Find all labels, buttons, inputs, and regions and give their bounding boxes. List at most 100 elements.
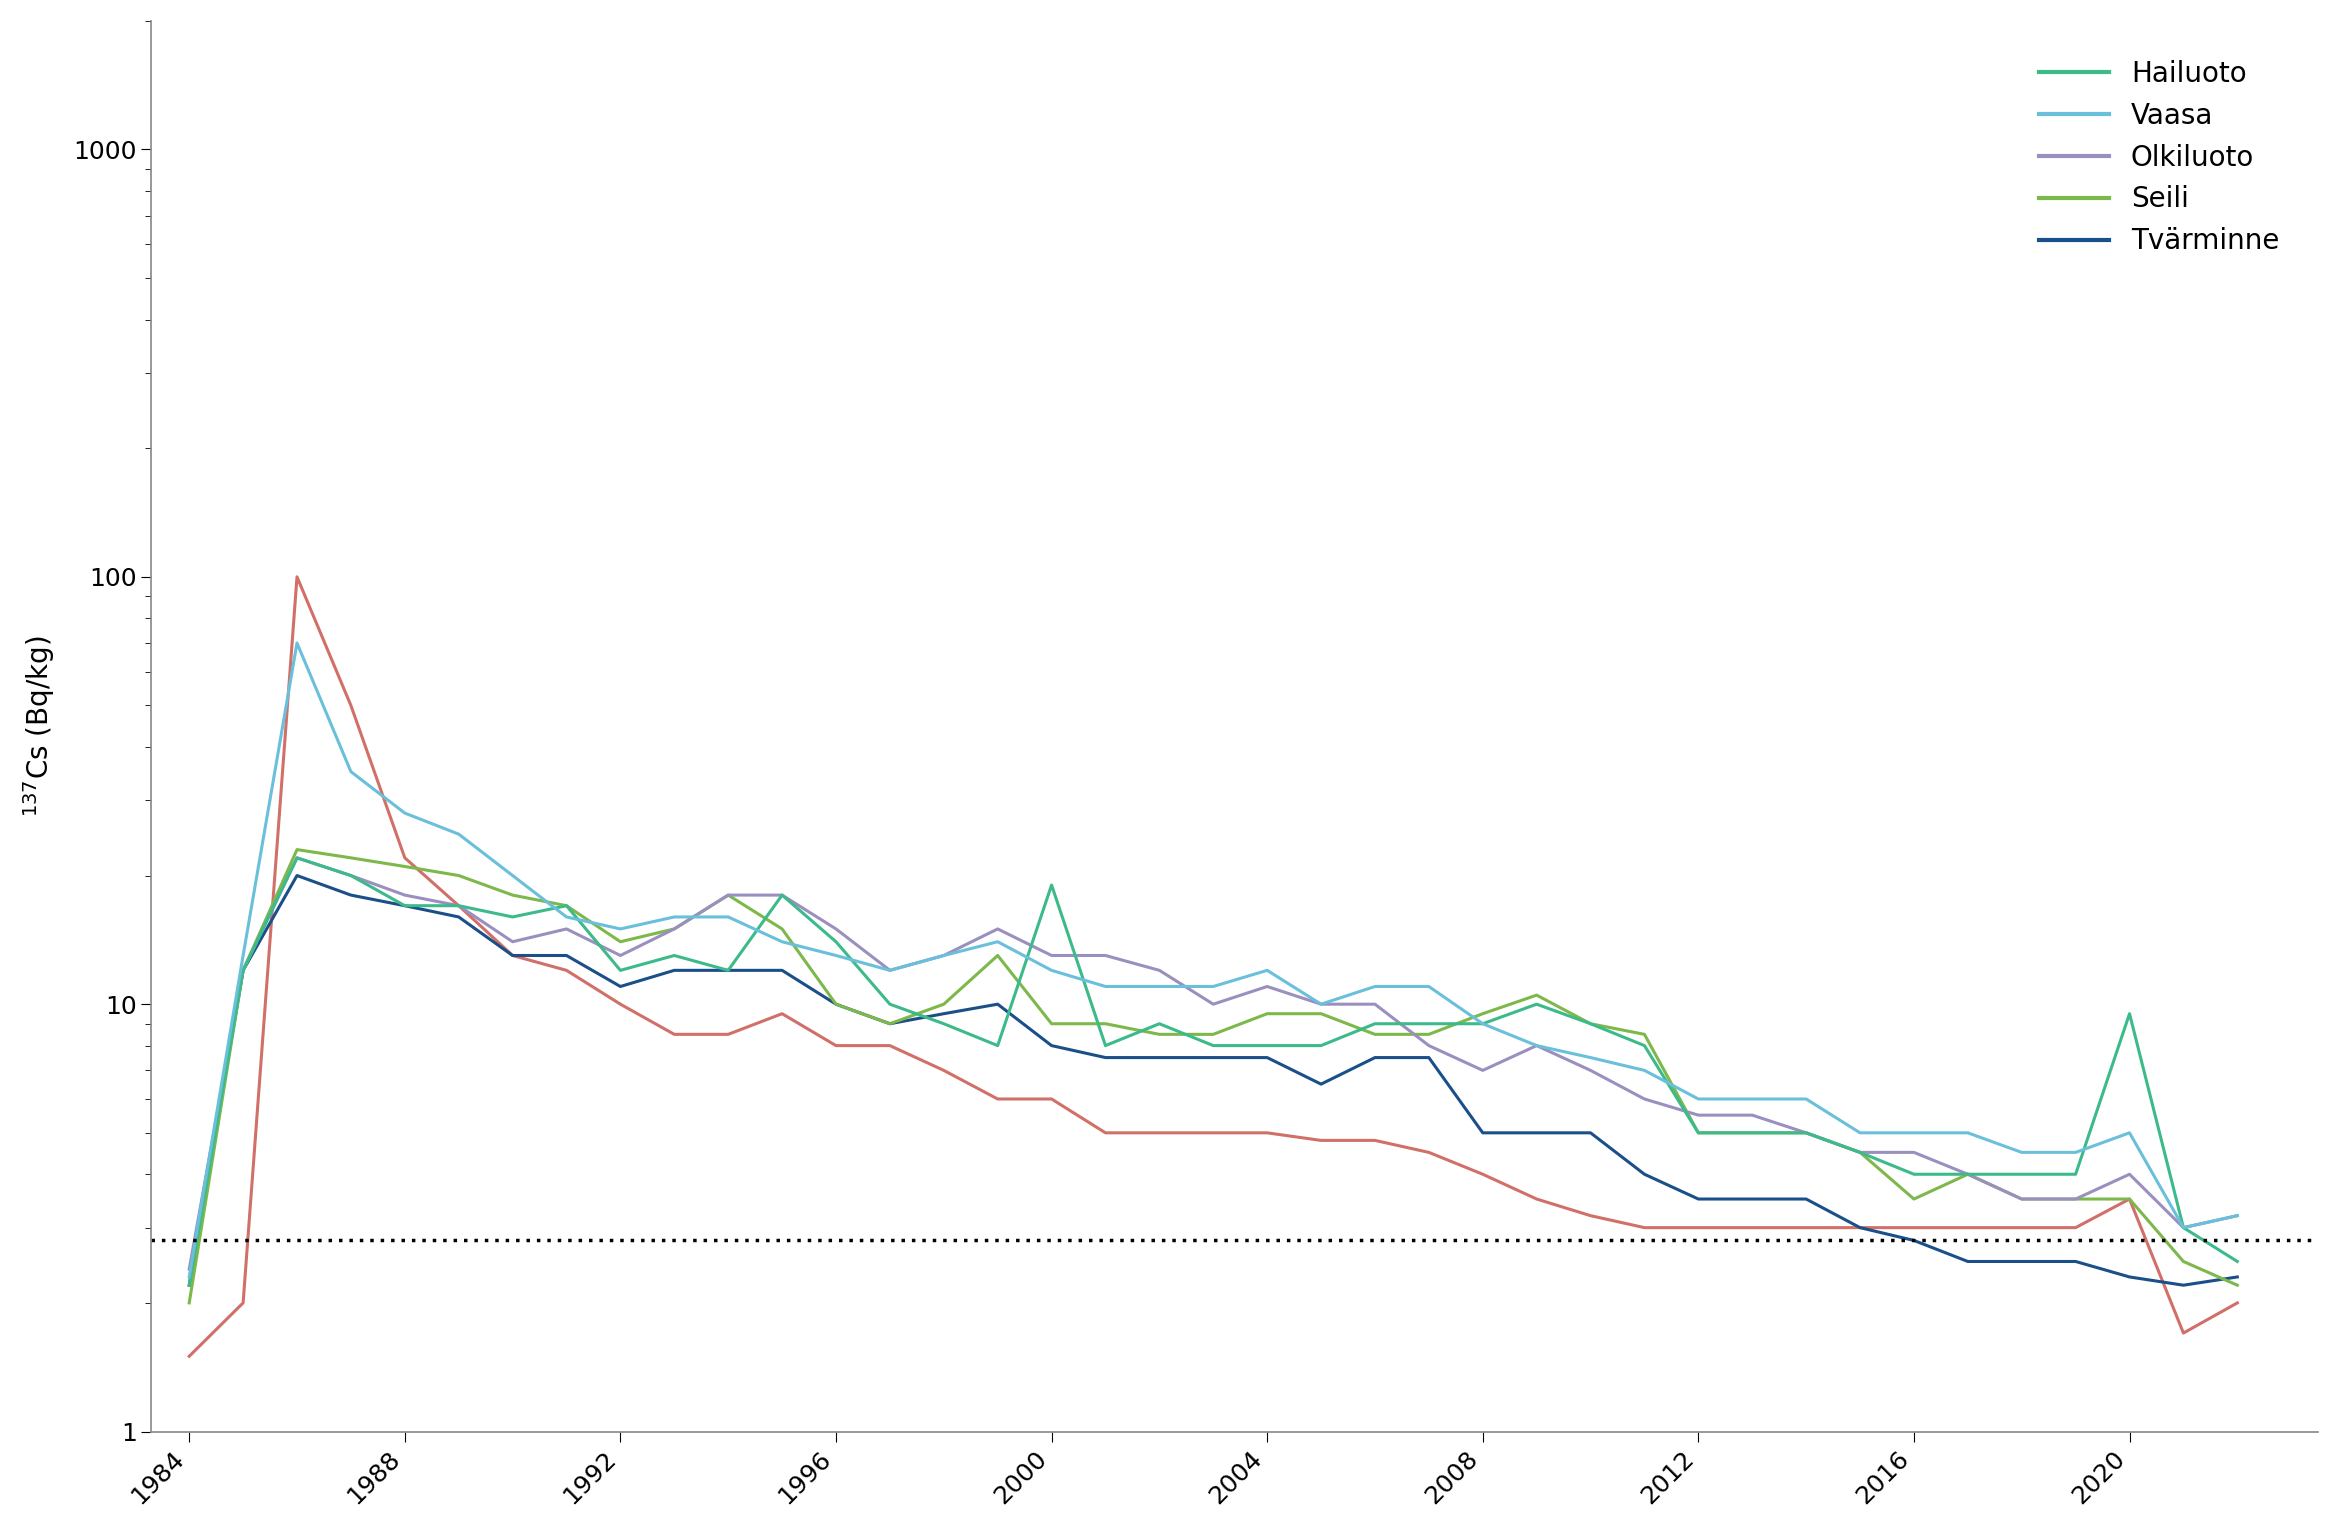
Loviisa xyxy=(1200,1124,1228,1142)
Line: Tvärminne: Tvärminne xyxy=(189,876,2238,1286)
Vaasa xyxy=(1523,1037,1551,1055)
Olkiluoto xyxy=(1469,1061,1497,1079)
Hailuoto xyxy=(713,962,741,980)
Olkiluoto xyxy=(1738,1105,1766,1124)
Olkiluoto xyxy=(713,885,741,904)
Vaasa xyxy=(283,635,311,653)
Hailuoto xyxy=(444,896,472,914)
Hailuoto xyxy=(1792,1124,1820,1142)
Seili xyxy=(1254,1005,1282,1023)
Olkiluoto xyxy=(1415,1037,1443,1055)
Tvärminne xyxy=(606,977,634,995)
Hailuoto xyxy=(2061,1165,2089,1183)
Hailuoto xyxy=(1845,1144,1874,1162)
Tvärminne xyxy=(713,962,741,980)
Vaasa xyxy=(175,1268,203,1286)
Seili xyxy=(1684,1124,1712,1142)
Olkiluoto xyxy=(875,962,903,980)
Hailuoto xyxy=(606,962,634,980)
Loviisa xyxy=(929,1061,957,1079)
Hailuoto xyxy=(1092,1037,1120,1055)
Vaasa xyxy=(1899,1124,1927,1142)
Hailuoto xyxy=(1684,1124,1712,1142)
Seili xyxy=(391,858,419,876)
Seili xyxy=(444,867,472,885)
Vaasa xyxy=(552,908,580,927)
Tvärminne xyxy=(444,908,472,927)
Seili xyxy=(1576,1015,1605,1034)
Vaasa xyxy=(875,962,903,980)
Vaasa xyxy=(1845,1124,1874,1142)
Vaasa xyxy=(1792,1090,1820,1109)
Olkiluoto xyxy=(1361,995,1389,1014)
Tvärminne xyxy=(1200,1049,1228,1067)
Tvärminne xyxy=(498,946,526,965)
Tvärminne xyxy=(391,896,419,914)
Seili xyxy=(606,933,634,951)
Loviisa xyxy=(875,1037,903,1055)
Vaasa xyxy=(444,826,472,844)
Tvärminne xyxy=(337,885,365,904)
Tvärminne xyxy=(660,962,688,980)
Hailuoto xyxy=(929,1015,957,1034)
Vaasa xyxy=(498,867,526,885)
Loviisa xyxy=(1415,1144,1443,1162)
Olkiluoto xyxy=(1200,995,1228,1014)
Tvärminne xyxy=(1738,1190,1766,1208)
Seili xyxy=(2114,1190,2143,1208)
Loviisa xyxy=(2061,1219,2089,1237)
Seili xyxy=(1146,1024,1174,1043)
Hailuoto xyxy=(1523,995,1551,1014)
Legend: Hailuoto, Vaasa, Olkiluoto, Seili, Tvärminne: Hailuoto, Vaasa, Olkiluoto, Seili, Tvärm… xyxy=(2028,49,2290,266)
Hailuoto xyxy=(1361,1015,1389,1034)
Vaasa xyxy=(1039,962,1067,980)
Seili xyxy=(1039,1015,1067,1034)
Hailuoto xyxy=(2168,1219,2196,1237)
Olkiluoto xyxy=(2168,1219,2196,1237)
Vaasa xyxy=(1953,1124,1981,1142)
Hailuoto xyxy=(875,995,903,1014)
Vaasa xyxy=(2007,1144,2035,1162)
Vaasa xyxy=(1200,977,1228,995)
Vaasa xyxy=(606,920,634,939)
Hailuoto xyxy=(498,908,526,927)
Loviisa xyxy=(283,567,311,586)
Tvärminne xyxy=(1684,1190,1712,1208)
Olkiluoto xyxy=(2114,1165,2143,1183)
Vaasa xyxy=(1092,977,1120,995)
Vaasa xyxy=(713,908,741,927)
Hailuoto xyxy=(283,849,311,867)
Vaasa xyxy=(1361,977,1389,995)
Olkiluoto xyxy=(767,885,795,904)
Tvärminne xyxy=(2168,1277,2196,1295)
Seili xyxy=(1308,1005,1336,1023)
Vaasa xyxy=(229,946,257,965)
Tvärminne xyxy=(1415,1049,1443,1067)
Hailuoto xyxy=(2007,1165,2035,1183)
Loviisa xyxy=(552,962,580,980)
Loviisa xyxy=(444,896,472,914)
Seili xyxy=(283,841,311,859)
Line: Olkiluoto: Olkiluoto xyxy=(189,858,2238,1269)
Tvärminne xyxy=(1630,1165,1658,1183)
Loviisa xyxy=(2224,1294,2252,1312)
Loviisa xyxy=(2168,1324,2196,1342)
Hailuoto xyxy=(821,933,849,951)
Loviisa xyxy=(1684,1219,1712,1237)
Seili xyxy=(821,995,849,1014)
Vaasa xyxy=(391,804,419,823)
Olkiluoto xyxy=(2061,1190,2089,1208)
Loviisa xyxy=(660,1024,688,1043)
Loviisa xyxy=(1953,1219,1981,1237)
Tvärminne xyxy=(1254,1049,1282,1067)
Olkiluoto xyxy=(1523,1037,1551,1055)
Olkiluoto xyxy=(1254,977,1282,995)
Loviisa xyxy=(2114,1190,2143,1208)
Seili xyxy=(175,1294,203,1312)
Seili xyxy=(1792,1124,1820,1142)
Line: Hailuoto: Hailuoto xyxy=(189,858,2238,1286)
Seili xyxy=(767,920,795,939)
Loviisa xyxy=(1792,1219,1820,1237)
Loviisa xyxy=(229,1294,257,1312)
Vaasa xyxy=(1146,977,1174,995)
